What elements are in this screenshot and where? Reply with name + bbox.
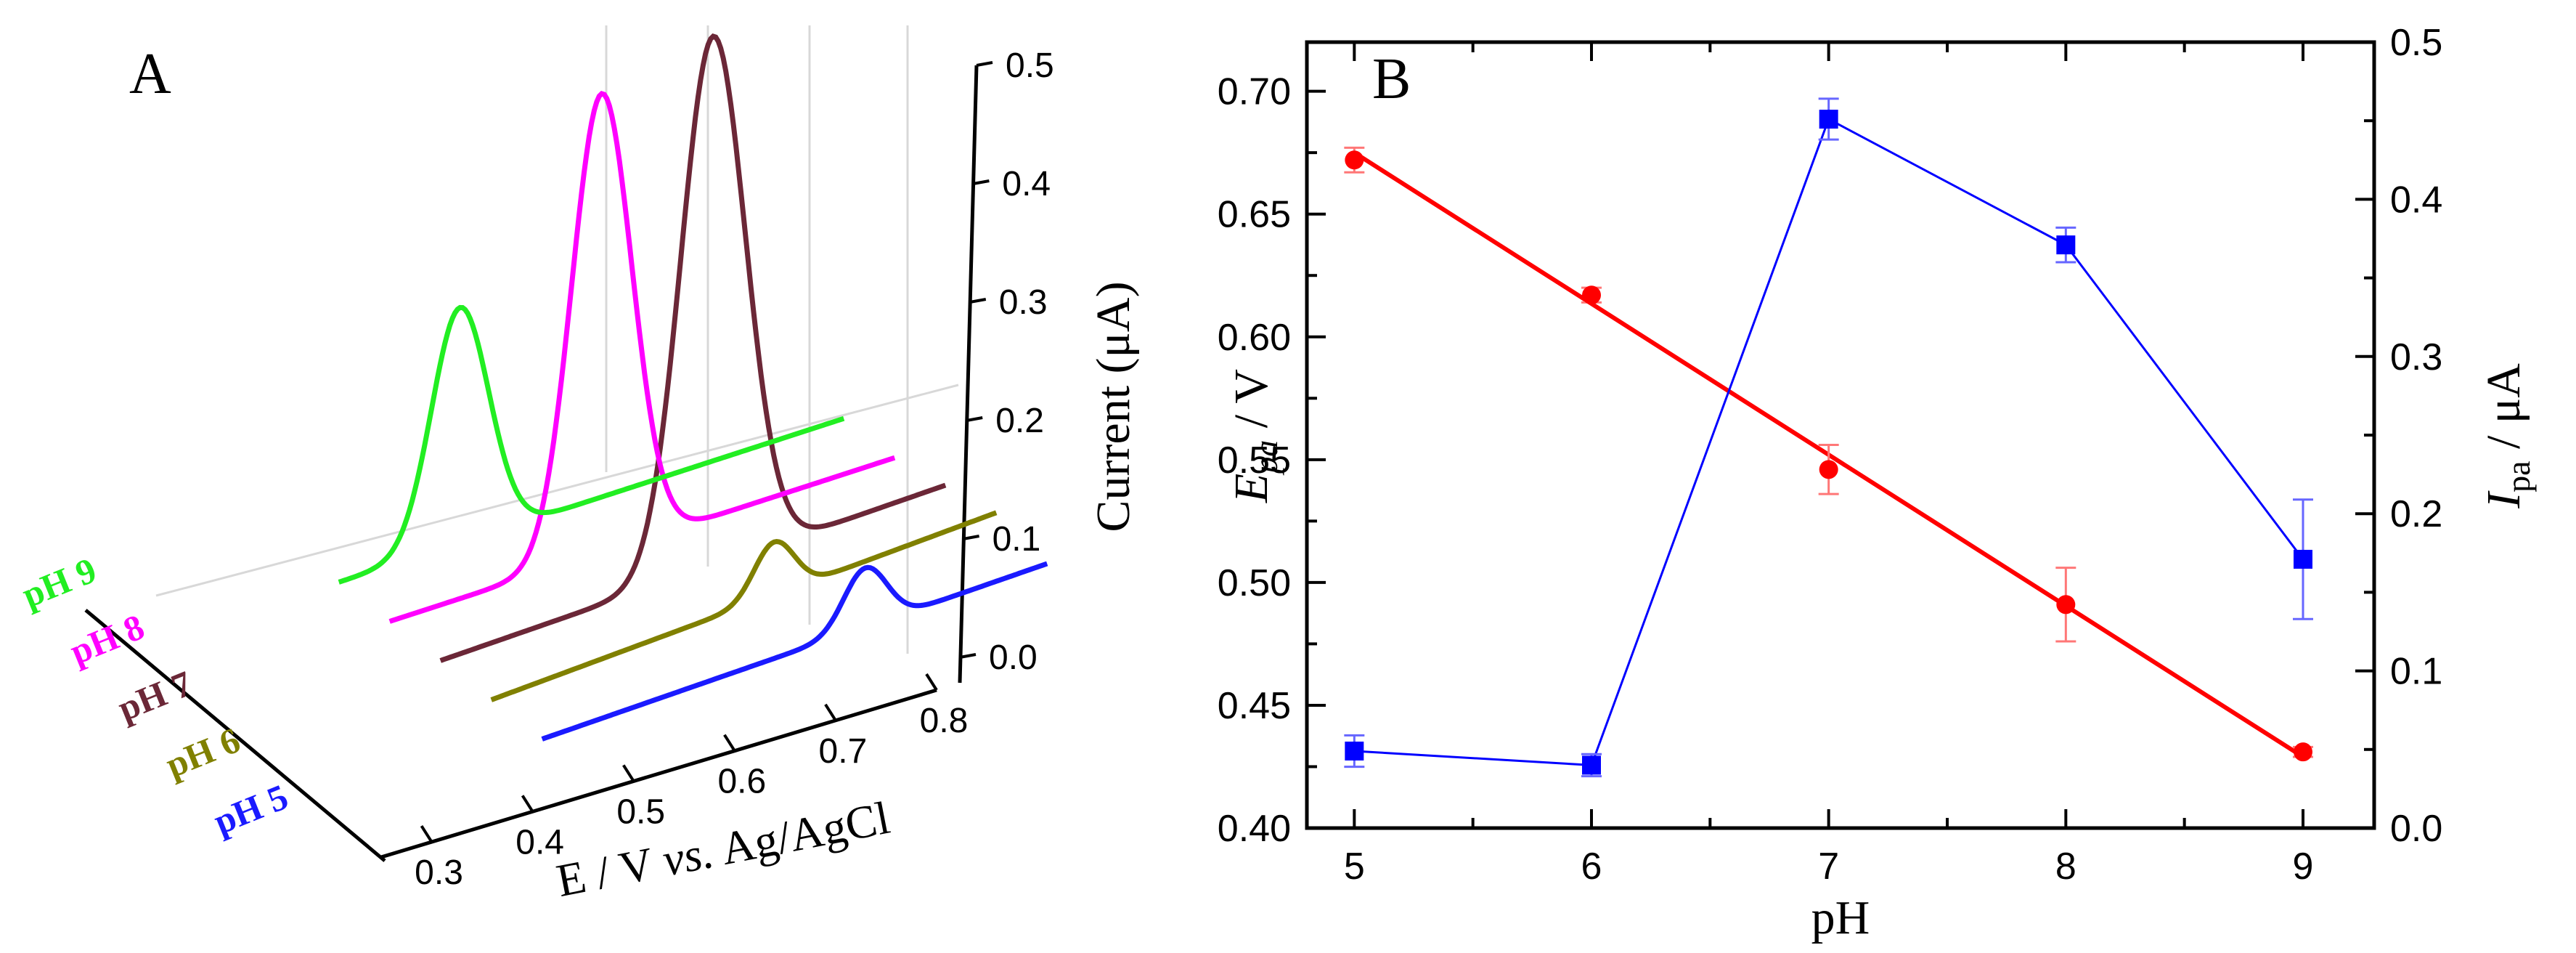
panel-b-point-epa xyxy=(1345,150,1364,170)
panel-a-grid xyxy=(155,25,959,654)
panel-a-series-label: pH 7 xyxy=(113,662,198,729)
panel-b-x-tick-label: 9 xyxy=(2293,845,2314,888)
panel-b-y-right-tick-label: 0.2 xyxy=(2390,493,2442,535)
panel-b-y-right-tick-label: 0.1 xyxy=(2390,651,2442,693)
panel-a-x-tick-label: 0.5 xyxy=(616,792,665,831)
panel-b-x-ticks: 5 6 7 8 9 xyxy=(1344,42,2314,888)
panel-a-x-label: E / V vs. Ag/AgCl xyxy=(553,792,894,907)
panel-a-curve-ph-9 xyxy=(338,304,845,585)
panel-a-z-tick-label: 0.0 xyxy=(989,638,1038,677)
panel-b-y-left-tick-label: 0.40 xyxy=(1218,808,1291,850)
panel-b-y-left-tick-label: 0.55 xyxy=(1218,439,1291,482)
panel-a-x-axis: 0.3 0.4 0.5 0.6 0.7 0.8 E / V vs. Ag/AgCl xyxy=(380,673,969,907)
panel-a-z-tick xyxy=(959,653,977,659)
panel-a-z-tick-label: 0.5 xyxy=(1006,46,1054,85)
panel-a-z-tick-label: 0.1 xyxy=(993,520,1041,559)
panel-a-series-label: pH 9 xyxy=(17,549,102,615)
panel-a-label: A xyxy=(129,42,171,106)
panel-a-x-tick xyxy=(925,673,938,692)
panel-a-series-label: pH 8 xyxy=(65,606,150,672)
panel-b-point-ipa xyxy=(1582,755,1601,775)
panel-a-depth-axis: pH 5pH 6pH 7pH 8pH 9 xyxy=(17,549,386,862)
panel-b-point-epa xyxy=(2056,595,2076,615)
panel-a-z-axis: 0.0 0.1 0.2 0.3 0.4 0.5 Current (μA) xyxy=(958,46,1140,684)
panel-a-series-label: pH 5 xyxy=(208,776,294,842)
panel-a-z-tick xyxy=(973,179,990,185)
panel-b-x-label: pH xyxy=(1811,891,1870,944)
panel-b-point-ipa xyxy=(2056,235,2076,255)
panel-a-z-tick xyxy=(963,535,979,540)
panel-b-x-tick-label: 6 xyxy=(1581,845,1602,888)
panel-b-x-tick-label: 5 xyxy=(1344,845,1365,888)
panel-b-frame xyxy=(1305,40,2376,830)
panel-a-x-tick-label: 0.8 xyxy=(920,702,969,740)
panel-a-z-tick xyxy=(966,416,983,422)
panel-b-y-right-tick-label: 0.4 xyxy=(2390,179,2442,221)
panel-a-x-tick-label: 0.4 xyxy=(515,823,564,861)
panel-b-y-right-tick-label: 0.5 xyxy=(2390,22,2442,64)
panel-b-series xyxy=(1344,97,2313,778)
panel-a-x-tick-label: 0.3 xyxy=(415,853,463,892)
panel-a-curve-ph-8 xyxy=(388,91,896,624)
panel-a-x-tick xyxy=(420,825,433,843)
panel-a-z-tick xyxy=(976,61,993,67)
panel-b-y-left-tick-label: 0.70 xyxy=(1218,71,1291,113)
panel-a-x-tick xyxy=(723,734,736,752)
panel-a-curves xyxy=(338,33,1048,742)
panel-a-x-tick xyxy=(622,764,635,782)
panel-b-point-epa xyxy=(2294,742,2312,762)
panel-b-point-epa xyxy=(1819,460,1838,479)
panel-a-series-label: pH 6 xyxy=(160,719,246,785)
panel-a-x-ticks: 0.3 0.4 0.5 0.6 0.7 0.8 xyxy=(415,673,969,892)
panel-b-y-right-tick-label: 0.3 xyxy=(2390,336,2442,378)
panel-b-point-ipa xyxy=(2294,549,2312,569)
panel-b-y-right-label: Ipa / μA xyxy=(2477,363,2537,509)
panel-b-x-tick-label: 8 xyxy=(2055,845,2076,888)
panel-b-y-left-tick-label: 0.45 xyxy=(1218,685,1291,727)
panel-a-x-tick xyxy=(521,795,534,813)
panel-a: A 0.0 0.1 0.2 0.3 0.4 0.5 Current (μA) 0.3 0.4… xyxy=(17,25,1140,907)
panel-b-point-epa xyxy=(1582,285,1601,305)
panel-a-z-ticks: 0.0 0.1 0.2 0.3 0.4 0.5 xyxy=(959,46,1054,677)
panel-a-x-tick xyxy=(824,703,837,721)
panel-a-series-labels: pH 5pH 6pH 7pH 8pH 9 xyxy=(17,549,294,842)
panel-a-z-tick xyxy=(969,298,987,304)
panel-b-y-right-ticks: 0.0 0.1 0.2 0.3 0.4 0.5 xyxy=(2355,22,2442,850)
panel-b-y-right-tick-label: 0.0 xyxy=(2390,808,2442,850)
panel-b-y-left-label: Epa / V xyxy=(1225,369,1284,503)
panel-b-y-left-tick-label: 0.60 xyxy=(1218,317,1291,359)
panel-a-x-tick-label: 0.6 xyxy=(717,763,766,801)
panel-b-x-tick-label: 7 xyxy=(1818,845,1839,888)
panel-a-curve-ph-5 xyxy=(541,561,1048,742)
panel-a-z-tick-label: 0.3 xyxy=(999,283,1048,322)
panel-a-curve-ph-6 xyxy=(490,510,998,702)
panel-a-curve-ph-7 xyxy=(439,33,947,663)
panel-a-z-tick-label: 0.4 xyxy=(1002,165,1051,203)
panel-b-point-ipa xyxy=(1819,110,1838,129)
panel-b-point-ipa xyxy=(1345,741,1364,761)
panel-b-label: B xyxy=(1372,47,1411,111)
panel-b-y-left-tick-label: 0.65 xyxy=(1218,194,1291,236)
panel-b-y-left-tick-label: 0.50 xyxy=(1218,562,1291,604)
panel-a-z-tick-label: 0.2 xyxy=(995,402,1044,440)
panel-b: B 5 6 7 8 9 0.40 0.45 0.50 0.55 0.60 0.65 0.70 0.0… xyxy=(1218,22,2537,944)
panel-a-x-tick-label: 0.7 xyxy=(819,732,868,771)
panel-b-y-left-ticks: 0.40 0.45 0.50 0.55 0.60 0.65 0.70 xyxy=(1218,71,1326,850)
panel-a-z-label: Current (μA) xyxy=(1087,281,1140,532)
